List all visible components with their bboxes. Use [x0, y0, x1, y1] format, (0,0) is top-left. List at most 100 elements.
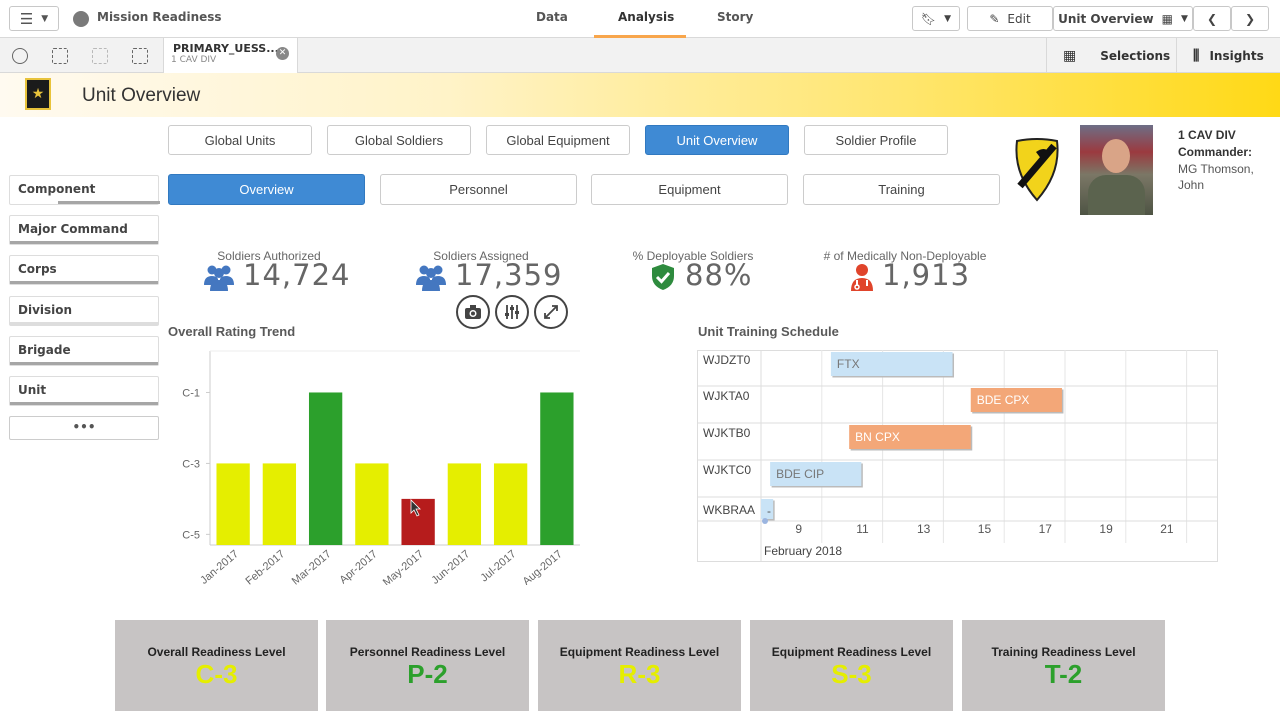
filter-division[interactable]: Division	[9, 296, 159, 326]
x-tick-label: Jul-2017	[479, 548, 519, 584]
x-tick-label: Mar-2017	[290, 548, 334, 585]
sheet-selector[interactable]: Unit Overview ▦ ▼	[1053, 6, 1193, 31]
task-bar[interactable]	[970, 388, 1062, 412]
subtab-overview[interactable]: Overview	[168, 174, 365, 205]
sheet-label: Unit Overview	[1058, 11, 1154, 26]
sliders-icon	[505, 305, 519, 319]
x-tick-label: Apr-2017	[337, 548, 379, 585]
bar[interactable]	[540, 392, 574, 545]
filter-unit[interactable]: Unit	[9, 376, 159, 406]
tab-soldier-profile[interactable]: Soldier Profile	[804, 125, 948, 155]
filter-label: Major Command	[18, 222, 128, 236]
kpi-label: Soldiers Assigned	[433, 249, 529, 263]
camera-icon	[465, 305, 481, 319]
task-bar[interactable]	[770, 462, 862, 486]
filter-component[interactable]: Component	[9, 175, 160, 205]
filter-corps[interactable]: Corps	[9, 255, 159, 285]
page-title: Unit Overview	[82, 85, 201, 106]
tab-data[interactable]: Data	[536, 10, 568, 24]
task-bar[interactable]	[830, 352, 953, 376]
active-tab-indicator	[594, 35, 686, 38]
clear-selections-icon[interactable]	[132, 48, 148, 64]
tab-story[interactable]: Story	[717, 10, 754, 24]
x-tick-label: 13	[917, 522, 931, 536]
main-menu-button[interactable]: ☰ ▼	[9, 6, 59, 31]
tab-unit-overview[interactable]: Unit Overview	[645, 125, 789, 155]
bar[interactable]	[447, 463, 482, 545]
chart-title: Overall Rating Trend	[168, 324, 296, 339]
kpi-value-soldiers-authorized: 14,724	[243, 258, 351, 292]
bar[interactable]	[493, 463, 528, 545]
adjust-button[interactable]	[495, 295, 529, 329]
step-back-icon[interactable]	[52, 48, 68, 64]
tab-global-units[interactable]: Global Units	[168, 125, 312, 155]
subtab-equipment[interactable]: Equipment	[591, 174, 788, 205]
edit-button[interactable]: ✎ Edit	[967, 6, 1053, 31]
tab-global-soldiers[interactable]: Global Soldiers	[327, 125, 471, 155]
army-logo-icon: ★	[25, 78, 51, 110]
gantt-frame	[697, 350, 1218, 562]
x-tick-label: 21	[1160, 522, 1174, 536]
x-tick-label: 17	[1039, 522, 1053, 536]
bar[interactable]	[308, 392, 343, 545]
subtab-personnel[interactable]: Personnel	[380, 174, 577, 205]
bookmark-button[interactable]: 🔖︎ ▼	[912, 6, 960, 31]
kpi-value-deployable: 88%	[685, 258, 753, 292]
smart-search-icon[interactable]	[12, 48, 28, 64]
previous-sheet-button[interactable]: ❮	[1193, 6, 1231, 31]
readiness-box-training: Training Readiness Level T-2	[962, 620, 1165, 711]
readiness-box-overall: Overall Readiness Level C-3	[115, 620, 318, 711]
close-icon[interactable]: ✕	[276, 47, 289, 60]
bar[interactable]	[262, 463, 297, 545]
commander-name-line1: MG Thomson,	[1178, 162, 1254, 176]
selections-icon: ▦	[1063, 47, 1077, 64]
scroll-handle[interactable]	[762, 518, 768, 524]
division-insignia-icon	[1015, 138, 1059, 202]
task-bar[interactable]	[761, 499, 774, 519]
fullscreen-button[interactable]	[534, 295, 568, 329]
tab-analysis[interactable]: Analysis	[618, 10, 675, 24]
bar[interactable]	[355, 463, 389, 545]
bar[interactable]	[216, 463, 250, 545]
row-label: WJKTA0	[703, 389, 750, 403]
commander-photo	[1080, 125, 1153, 215]
unit-training-schedule-chart[interactable]: 9 11 13 15 17 19 21 WJDZT0 FTX WJKTA0 BDE CPX WJKTB…	[697, 350, 1219, 563]
people-icon	[416, 265, 446, 291]
x-axis-label: February 2018	[764, 544, 842, 558]
task-label: BN CPX	[855, 430, 900, 444]
selection-chip[interactable]: PRIMARY_UESS... 1 CAV DIV ✕	[163, 38, 298, 73]
tab-global-equipment[interactable]: Global Equipment	[486, 125, 630, 155]
filter-brigade[interactable]: Brigade	[9, 336, 159, 366]
overall-rating-trend-chart[interactable]: C-1 C-3 C-5 Jan-2017 Feb-2017 Mar-2017 Apr-201…	[168, 345, 588, 585]
x-tick-label: 19	[1099, 522, 1113, 536]
task-bar[interactable]	[849, 425, 971, 449]
readiness-value: P-2	[407, 659, 448, 689]
x-tick-label: May-2017	[381, 548, 426, 585]
chevron-right-icon: ❯	[1244, 11, 1256, 26]
subtab-training[interactable]: Training	[803, 174, 1000, 205]
snapshot-button[interactable]	[456, 295, 490, 329]
x-tick-label: 11	[856, 522, 869, 536]
step-forward-icon[interactable]	[92, 48, 108, 64]
filter-major-command[interactable]: Major Command	[9, 215, 159, 245]
filter-label: Corps	[18, 262, 57, 276]
medic-icon	[851, 264, 873, 291]
expand-icon	[544, 305, 558, 319]
selections-button[interactable]: ▦ Selections	[1046, 38, 1176, 73]
more-filters-button[interactable]: •••	[9, 416, 159, 440]
sheet-chart-icon: ▦	[1161, 11, 1173, 26]
kpi-label: % Deployable Soldiers	[632, 249, 754, 263]
commander-label: Commander:	[1178, 145, 1253, 159]
bookmark-icon: 🔖︎	[920, 11, 937, 26]
next-sheet-button[interactable]: ❯	[1231, 6, 1269, 31]
selections-label: Selections	[1100, 48, 1171, 63]
shield-check-icon	[652, 264, 674, 290]
y-tick-label: C-3	[182, 458, 200, 470]
readiness-label: Overall Readiness Level	[147, 645, 286, 659]
insights-button[interactable]: ⫼ Insights	[1176, 38, 1280, 73]
insights-label: Insights	[1209, 48, 1264, 63]
readiness-label: Equipment Readiness Level	[559, 645, 720, 659]
chevron-down-icon: ▼	[944, 13, 952, 24]
bar[interactable]	[401, 498, 435, 545]
commander-name-line2: John	[1178, 178, 1205, 192]
